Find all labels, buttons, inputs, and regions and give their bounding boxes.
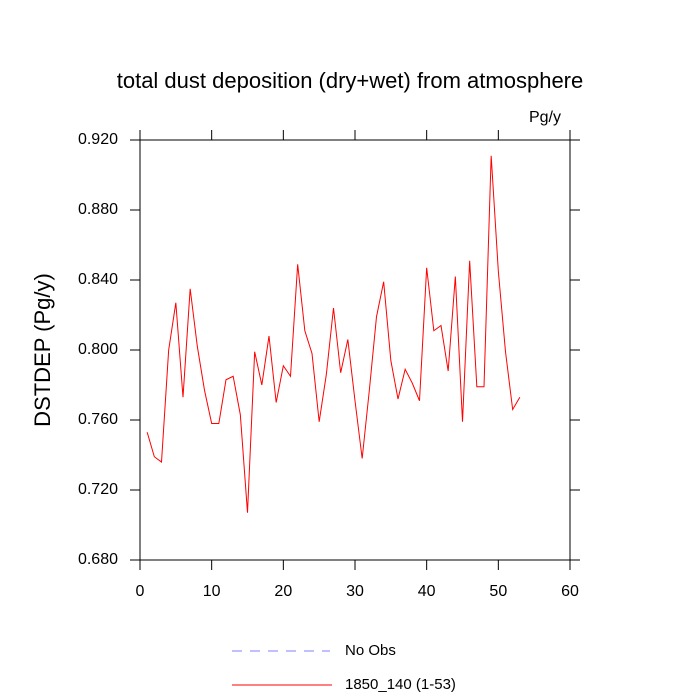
x-tick-label: 10 (203, 583, 221, 600)
y-tick-label: 0.720 (78, 481, 118, 498)
y-tick-label: 0.760 (78, 411, 118, 428)
units-label: Pg/y (529, 109, 561, 126)
y-tick-label: 0.680 (78, 551, 118, 568)
y-tick-label: 0.920 (78, 131, 118, 148)
data-line (146, 155, 521, 513)
y-axis-label: DSTDEP (Pg/y) (30, 273, 55, 427)
x-tick-label: 20 (274, 583, 292, 600)
x-tick-label: 30 (346, 583, 364, 600)
x-tick-label: 0 (136, 583, 145, 600)
x-tick-label: 40 (418, 583, 436, 600)
legend-label: No Obs (345, 642, 396, 659)
y-tick-label: 0.800 (78, 341, 118, 358)
x-tick-label: 60 (561, 583, 579, 600)
y-tick-label: 0.840 (78, 271, 118, 288)
y-tick-label: 0.880 (78, 201, 118, 218)
chart-title: total dust deposition (dry+wet) from atm… (117, 68, 584, 93)
legend-label: 1850_140 (1-53) (345, 676, 456, 693)
x-tick-label: 50 (489, 583, 507, 600)
